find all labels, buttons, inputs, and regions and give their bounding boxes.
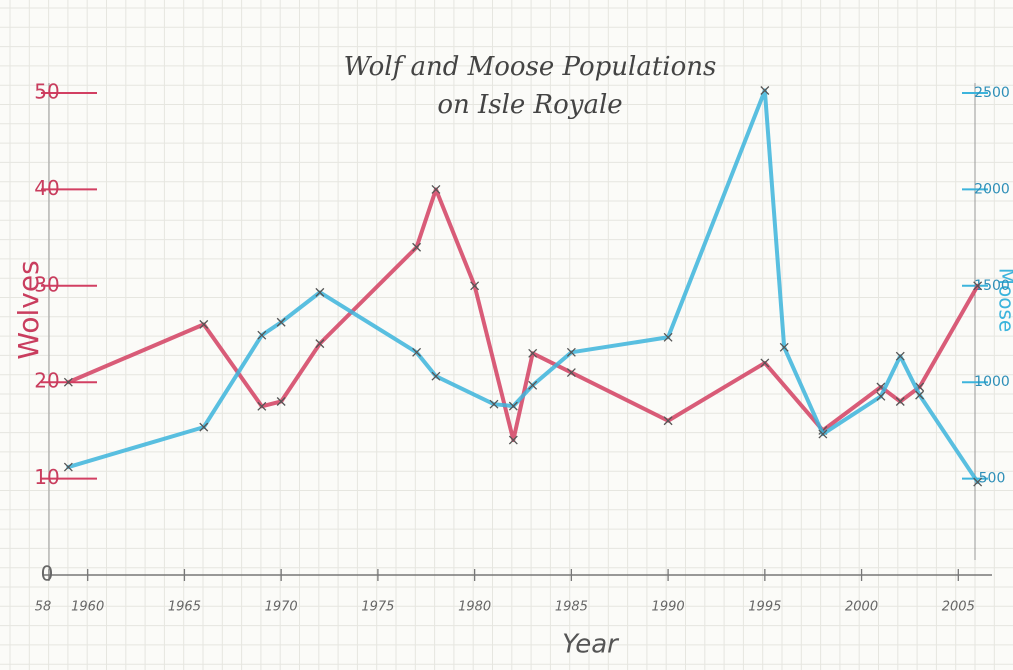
x-tick-label: 1980 — [458, 600, 491, 615]
x-tick-label: 2005 — [942, 600, 975, 615]
chart-title: on Isle Royale — [437, 90, 622, 120]
chart: Wolf and Moose Populations on Isle Royal… — [0, 0, 1013, 670]
x-tick-label: 1970 — [265, 600, 298, 615]
y-tick-label: 50 — [34, 80, 59, 104]
y2-tick-label: 2500 — [974, 85, 1010, 101]
x-tick-label: 1985 — [555, 600, 588, 615]
page: {"chart_data": { "type": "line", "title"… — [0, 0, 1013, 670]
x-tick-label: 1975 — [361, 600, 394, 615]
x-tick-label: 1960 — [71, 600, 104, 615]
y-tick-label: 40 — [34, 176, 59, 200]
x-tick-label: 2000 — [845, 600, 878, 615]
x-tick-label: 1990 — [652, 600, 685, 615]
y-tick-label: 0 — [41, 562, 54, 586]
chart-title: Wolf and Moose Populations — [344, 52, 717, 82]
y2-tick-label: 2000 — [974, 181, 1010, 197]
y-tick-label: 10 — [34, 465, 59, 489]
x-axis-label: Year — [562, 630, 620, 660]
x-tick-label: 58 — [35, 600, 52, 615]
y2-tick-label: 500 — [979, 471, 1006, 487]
y-tick-label: 30 — [34, 272, 59, 296]
y-tick-label: 20 — [34, 369, 59, 393]
x-tick-label: 1995 — [748, 600, 781, 615]
y2-tick-label: 1000 — [974, 374, 1010, 390]
x-tick-label: 1965 — [168, 600, 201, 615]
